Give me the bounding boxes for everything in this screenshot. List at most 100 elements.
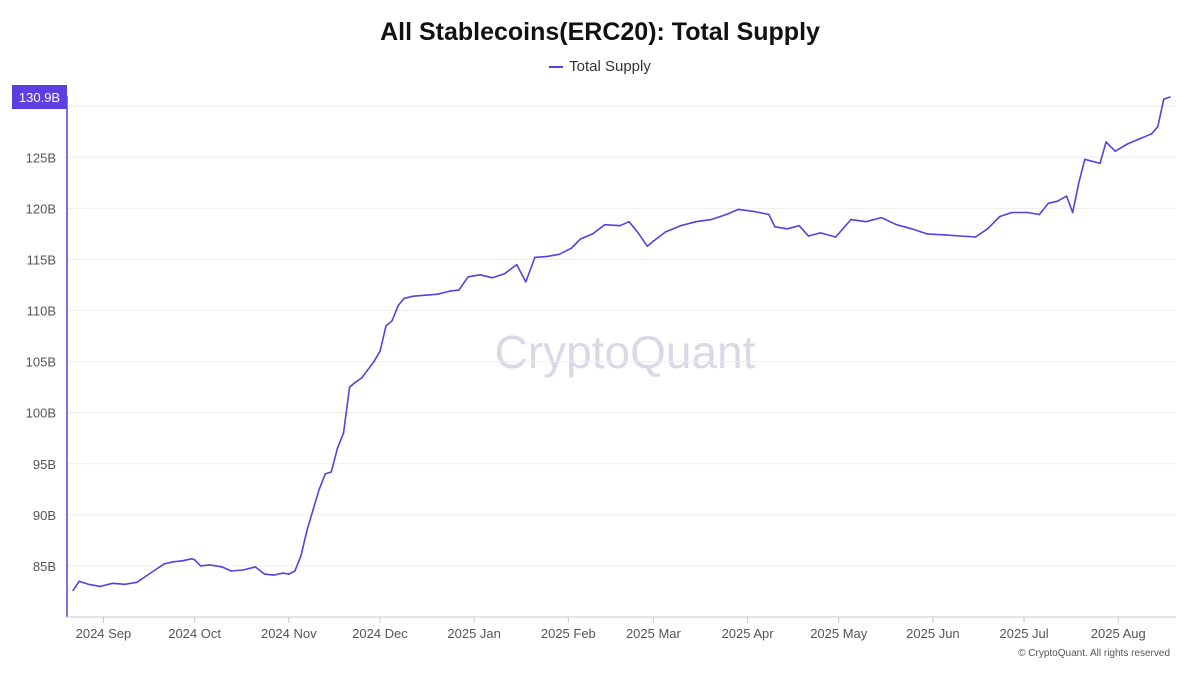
data-point [515, 263, 518, 266]
data-point [895, 223, 898, 226]
data-point [679, 224, 682, 227]
data-point [546, 255, 548, 258]
data-point [288, 573, 290, 575]
data-point [774, 226, 776, 228]
data-point [199, 565, 202, 567]
data-point [1084, 158, 1086, 161]
data-point [1065, 195, 1068, 197]
data-point [181, 560, 184, 562]
data-point [312, 508, 314, 511]
data-point [306, 529, 308, 531]
data-point [209, 564, 211, 566]
data-point [1047, 202, 1050, 205]
x-tick-label: 2025 Aug [1091, 626, 1146, 641]
data-point [1169, 96, 1171, 98]
data-point [111, 582, 114, 585]
data-point [974, 236, 977, 238]
data-point [695, 220, 697, 223]
x-tick-label: 2025 Mar [626, 626, 682, 641]
data-point [373, 360, 375, 363]
data-point [1038, 213, 1041, 216]
data-point [424, 294, 427, 297]
data-point [163, 563, 165, 565]
last-value-badge-text: 130.9B [19, 90, 60, 105]
data-point [145, 575, 147, 577]
data-point [385, 325, 387, 327]
data-point [172, 561, 175, 563]
data-point [1114, 150, 1116, 152]
data-point [221, 566, 223, 568]
data-point [391, 319, 393, 322]
data-point [367, 369, 369, 371]
data-point [1150, 133, 1153, 135]
data-point [1011, 211, 1013, 214]
data-point [72, 589, 74, 592]
data-point [242, 569, 244, 571]
data-point [436, 293, 439, 296]
data-point [87, 583, 90, 586]
data-point [254, 566, 257, 568]
data-point [1026, 211, 1028, 214]
data-point [503, 273, 506, 275]
data-point [263, 573, 266, 575]
data-point [449, 290, 451, 292]
x-tick-label: 2024 Sep [76, 626, 132, 641]
data-point [300, 554, 302, 557]
data-point [926, 233, 928, 235]
data-point [628, 220, 630, 223]
data-point [534, 256, 536, 259]
data-point [558, 253, 560, 256]
data-point [78, 580, 80, 582]
data-point [664, 231, 667, 233]
data-point [458, 289, 460, 291]
data-point [123, 583, 126, 586]
x-tick-label: 2025 Apr [722, 626, 775, 641]
data-point [834, 236, 837, 238]
watermark-text: CryptoQuant [495, 326, 756, 378]
data-point [336, 447, 339, 450]
data-point [944, 234, 946, 236]
data-point [354, 381, 357, 383]
data-point [710, 218, 712, 221]
data-point [865, 220, 867, 223]
data-point [1071, 211, 1074, 214]
x-tick-label: 2025 Jun [906, 626, 960, 641]
data-point [725, 213, 728, 216]
data-point [959, 235, 962, 237]
y-tick-label: 125B [26, 150, 56, 165]
x-tick-label: 2024 Dec [352, 626, 408, 641]
data-point [570, 247, 573, 249]
data-point [412, 295, 415, 298]
data-point [360, 377, 363, 379]
y-tick-label: 95B [33, 457, 56, 472]
data-point [579, 238, 582, 240]
chart-title: All Stablecoins(ERC20): Total Supply [380, 18, 820, 46]
data-point [397, 304, 400, 307]
x-tick-label: 2025 Jan [447, 626, 501, 641]
data-point [604, 223, 606, 226]
data-point [880, 216, 883, 219]
data-point [807, 235, 810, 237]
y-tick-label: 85B [33, 559, 56, 574]
data-point [619, 224, 621, 227]
data-point [646, 245, 649, 247]
data-point [652, 240, 655, 242]
data-point [525, 281, 527, 283]
data-point [591, 233, 594, 235]
data-point [986, 228, 989, 230]
y-tick-label: 120B [26, 201, 56, 216]
x-tick-label: 2025 Feb [541, 626, 596, 641]
data-point [786, 228, 788, 230]
chart-legend[interactable]: Total Supply [0, 58, 1200, 75]
data-point [272, 574, 275, 576]
y-tick-label: 115B [27, 252, 56, 267]
legend-swatch [549, 65, 564, 68]
data-point [1056, 200, 1059, 202]
y-tick-label: 90B [33, 508, 56, 523]
data-point [136, 581, 138, 584]
data-point [491, 277, 494, 279]
y-tick-label: 110B [27, 304, 56, 319]
data-point [467, 276, 469, 278]
